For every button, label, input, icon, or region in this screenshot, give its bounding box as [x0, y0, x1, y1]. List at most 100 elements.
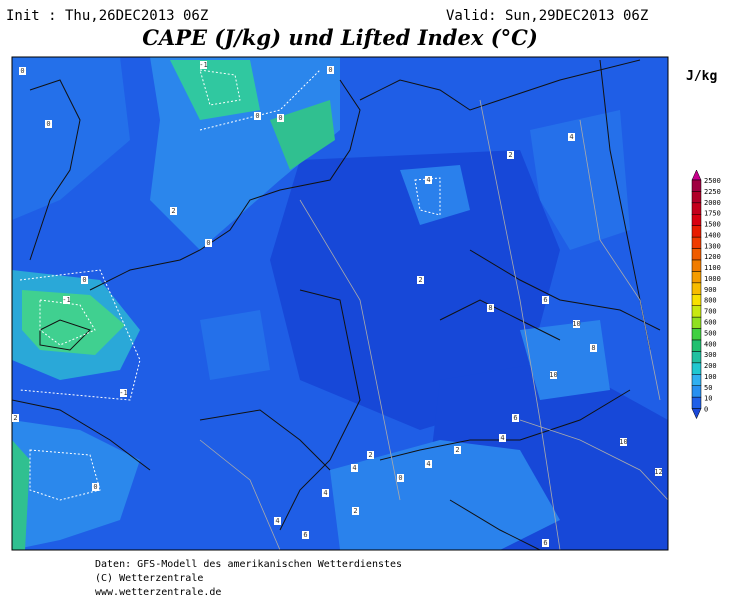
- valid-time: Valid: Sun,29DEC2013 06Z: [446, 8, 648, 24]
- contour-label-bg: [499, 434, 506, 442]
- colorbar-label: 50: [704, 384, 712, 392]
- contour-label: 0: [20, 67, 24, 75]
- colorbar-swatch: [691, 236, 702, 249]
- contour-label: 6: [543, 539, 547, 547]
- contour-label: 0: [398, 474, 402, 482]
- colorbar-label: 400: [704, 340, 717, 348]
- contour-label: 2: [353, 507, 357, 515]
- colorbar-label: 1200: [704, 253, 721, 261]
- colorbar-swatch: [691, 248, 702, 261]
- colorbar-swatch: [691, 396, 702, 409]
- colorbar-label: 600: [704, 319, 717, 327]
- contour-label-bg: [120, 389, 127, 397]
- contour-label-bg: [352, 507, 359, 515]
- contour-label-bg: [512, 414, 519, 422]
- contour-label: 0: [93, 483, 97, 491]
- contour-label-bg: [200, 61, 207, 69]
- contour-label-bg: [277, 114, 284, 122]
- colorbar-swatch: [691, 328, 702, 341]
- colorbar-label: 0: [704, 406, 708, 414]
- contour-label: 0: [206, 239, 210, 247]
- contour-label: 2: [13, 414, 17, 422]
- contour-label-bg: [590, 344, 597, 352]
- contour-label-bg: [63, 296, 70, 304]
- colorbar-swatch: [691, 374, 702, 386]
- contour-label-bg: [205, 239, 212, 247]
- contour-label-bg: [351, 464, 358, 472]
- colorbar-swatch: [691, 191, 702, 204]
- contour-label-bg: [655, 468, 662, 476]
- contour-label: 10: [572, 320, 580, 328]
- colorbar-tip: [691, 408, 702, 420]
- contour-label: 0: [278, 114, 282, 122]
- colorbar-label: 1100: [704, 264, 721, 272]
- contour-label: 2: [368, 451, 372, 459]
- colorbar-label: 2000: [704, 199, 721, 207]
- contour-label-bg: [550, 371, 557, 379]
- colorbar-label: 200: [704, 362, 717, 370]
- contour-label: 4: [275, 517, 279, 525]
- colorbar-swatch: [691, 225, 702, 238]
- colorbar-label: 1750: [704, 210, 721, 218]
- init-time: Init : Thu,26DEC2013 06Z: [6, 8, 208, 24]
- contour-label: 4: [426, 460, 430, 468]
- contour-label-bg: [12, 414, 19, 422]
- contour-label: -1: [119, 389, 127, 397]
- contour-label-bg: [542, 296, 549, 304]
- colorbar-swatch: [691, 179, 702, 192]
- title: CAPE (J/kg) und Lifted Index (°C): [142, 25, 538, 50]
- colorbar-label: 2250: [704, 188, 721, 196]
- colorbar-swatch: [691, 294, 702, 306]
- contour-label-bg: [327, 66, 334, 74]
- contour-label-bg: [254, 112, 261, 120]
- colorbar-swatch: [691, 351, 702, 364]
- colorbar-label: 1500: [704, 221, 721, 229]
- contour-label-bg: [507, 151, 514, 159]
- colorbar-label: 700: [704, 308, 717, 316]
- map-frame: [11, 56, 669, 551]
- contour-label-bg: [487, 304, 494, 312]
- footer-line: (C) Wetterzentrale: [95, 573, 203, 584]
- contour-label: 2: [418, 276, 422, 284]
- colorbar-label: 500: [704, 329, 717, 337]
- contour-label: 8: [488, 304, 492, 312]
- colorbar-label: 1300: [704, 242, 721, 250]
- contour-label: 4: [323, 489, 327, 497]
- colorbar-swatch: [691, 316, 702, 329]
- contour-label: -1: [62, 296, 70, 304]
- contour-label-bg: [620, 438, 627, 446]
- contour-label: 0: [82, 276, 86, 284]
- contour-label: 8: [591, 344, 595, 352]
- contour-label-bg: [92, 483, 99, 491]
- colorbar-swatch: [691, 282, 702, 295]
- contour-label-bg: [19, 67, 26, 75]
- contour-label: 2: [171, 207, 175, 215]
- contour-label-bg: [397, 474, 404, 482]
- colorbar-label: 1400: [704, 231, 721, 239]
- contour-label-bg: [81, 276, 88, 284]
- contour-label-bg: [425, 176, 432, 184]
- contour-label: 4: [569, 133, 573, 141]
- colorbar-unit: J/kg: [686, 69, 717, 84]
- contour-label-bg: [573, 320, 580, 328]
- contour-label: -1: [199, 61, 207, 69]
- colorbar-swatch: [691, 305, 702, 318]
- contour-label: 0: [46, 120, 50, 128]
- colorbar-swatch: [691, 385, 702, 398]
- footer-line: www.wetterzentrale.de: [95, 587, 221, 598]
- contour-label-bg: [170, 207, 177, 215]
- contour-label-bg: [302, 531, 309, 539]
- colorbar-swatch: [691, 271, 702, 284]
- contour-label: 4: [352, 464, 356, 472]
- contour-label: 6: [303, 531, 307, 539]
- colorbar-label: 100: [704, 373, 717, 381]
- colorbar-label: 2500: [704, 177, 721, 185]
- contour-label-bg: [542, 539, 549, 547]
- contour-label: 6: [513, 414, 517, 422]
- contour-label-bg: [274, 517, 281, 525]
- contour-label-bg: [417, 276, 424, 284]
- colorbar-swatch: [691, 339, 702, 352]
- contour-label-bg: [45, 120, 52, 128]
- colorbar-swatch: [691, 362, 702, 375]
